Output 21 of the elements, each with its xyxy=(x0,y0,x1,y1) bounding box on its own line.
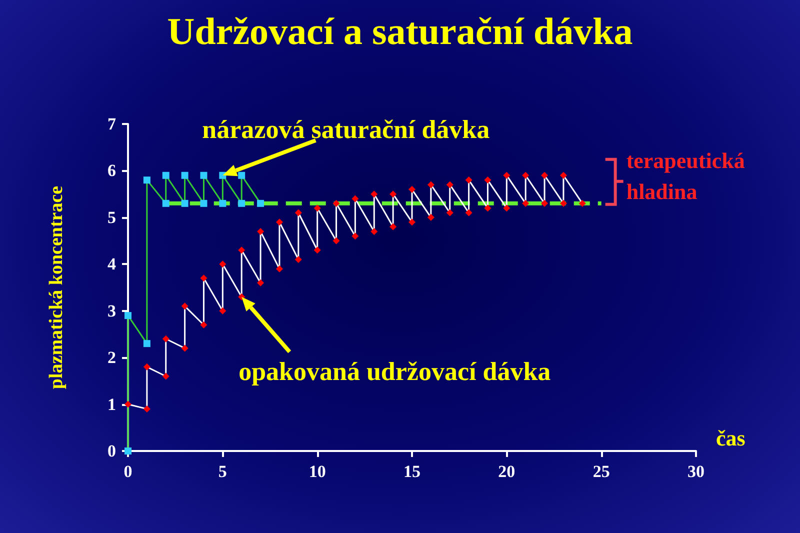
annotation: terapeutická hladina xyxy=(626,147,746,206)
x-tick-label: 15 xyxy=(404,462,420,481)
x-tick-label: 10 xyxy=(308,462,326,481)
y-tick-label: 5 xyxy=(108,208,116,227)
chart-title: Udržovací a saturační dávka xyxy=(167,11,633,53)
x-tick-label: 20 xyxy=(498,462,516,481)
x-axis-title: čas xyxy=(716,426,746,450)
y-tick-label: 2 xyxy=(108,348,116,368)
annotation: opakovaná udržovací dávka xyxy=(238,356,551,387)
x-tick-label: 0 xyxy=(124,462,132,481)
x-tick-label: 5 xyxy=(218,462,227,481)
y-axis-title: plazmatická koncentrace xyxy=(46,186,67,390)
y-tick-label: 7 xyxy=(108,114,116,134)
annotation: nárazová saturační dávka xyxy=(202,115,490,146)
y-tick-label: 1 xyxy=(108,394,116,414)
x-tick-label: 30 xyxy=(688,462,704,481)
x-tick-label: 25 xyxy=(592,462,610,481)
y-tick-label: 0 xyxy=(108,442,116,460)
y-tick-label: 4 xyxy=(108,254,116,274)
y-tick-label: 3 xyxy=(108,301,116,320)
y-tick-label: 6 xyxy=(108,161,116,180)
